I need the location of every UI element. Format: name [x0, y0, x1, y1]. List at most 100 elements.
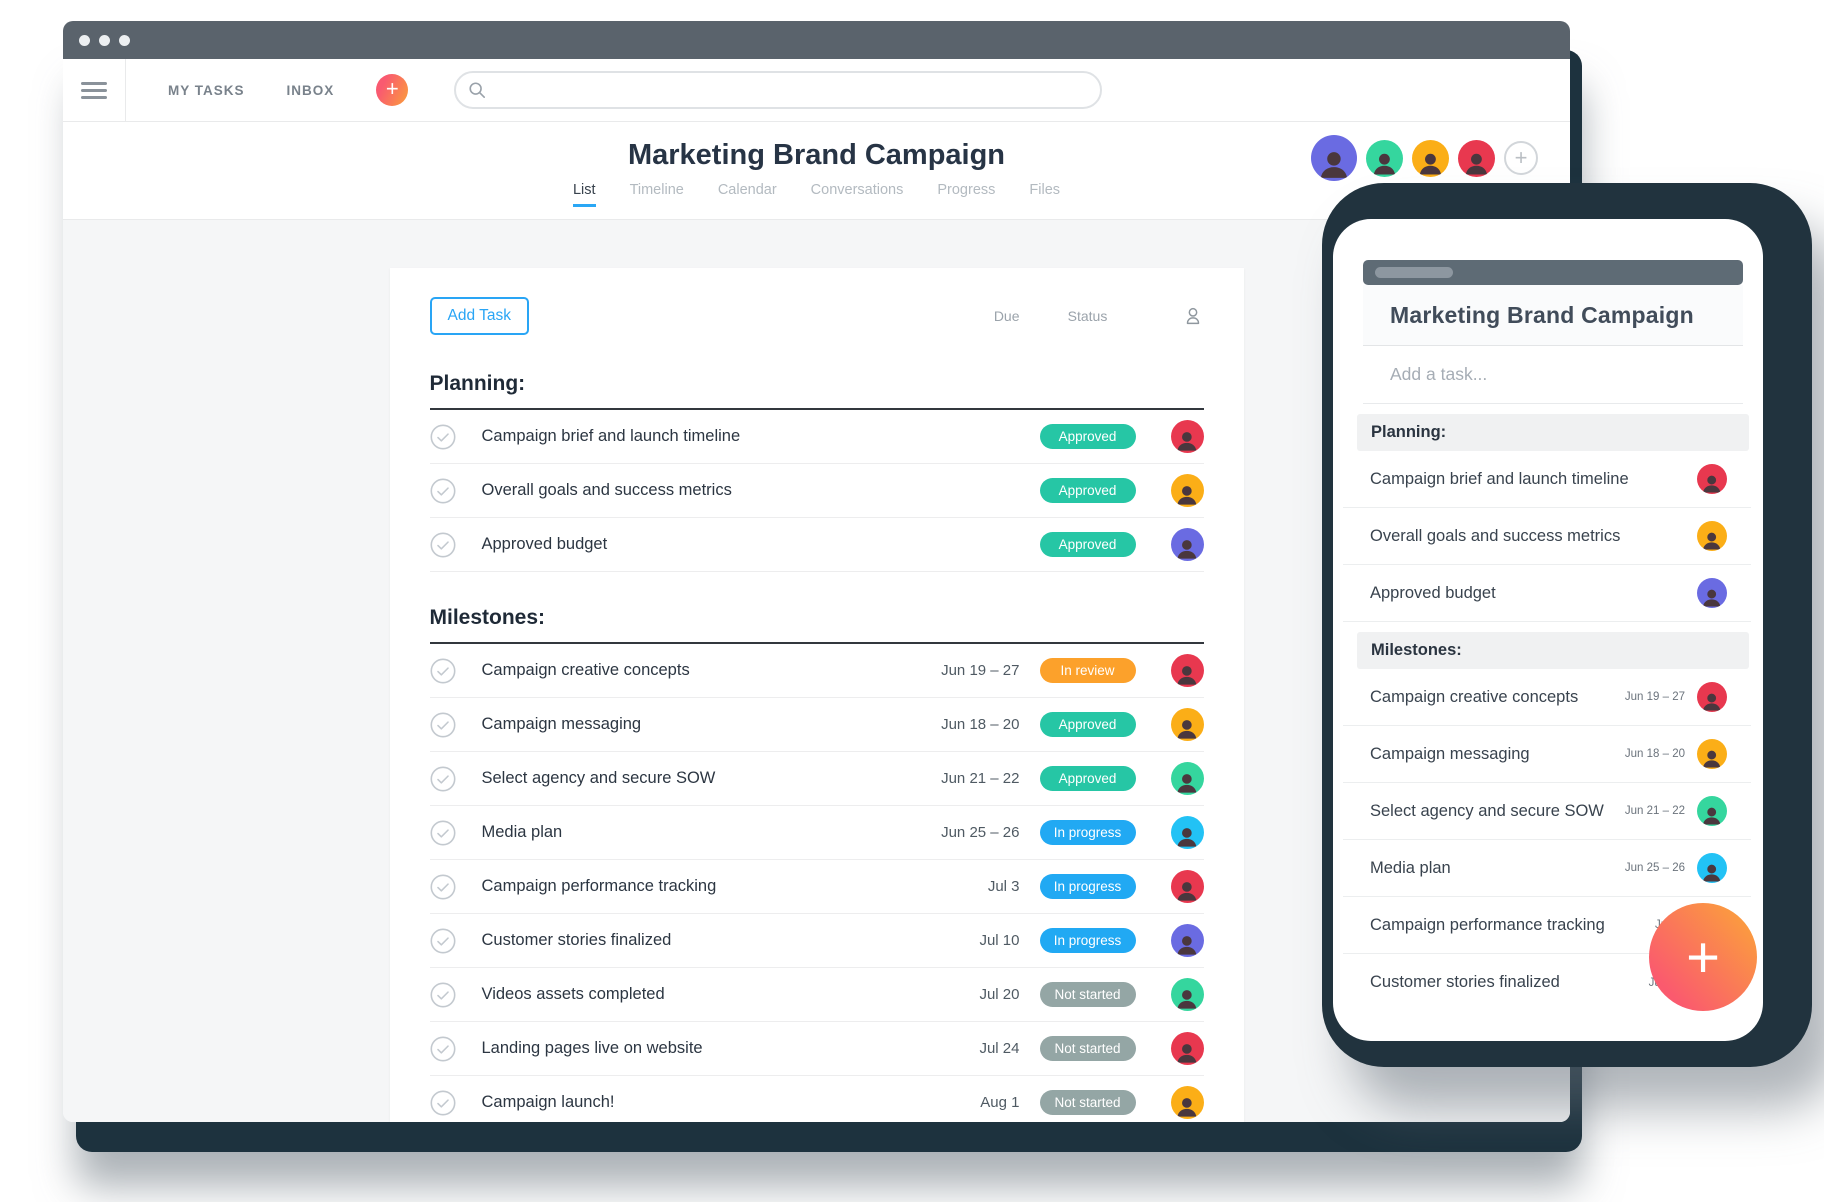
member-avatars: + — [1311, 135, 1538, 181]
check-circle-icon[interactable] — [430, 532, 456, 558]
task-title[interactable]: Media plan — [1370, 858, 1451, 877]
check-circle-icon[interactable] — [430, 1036, 456, 1062]
tab-calendar[interactable]: Calendar — [717, 182, 777, 198]
window-zoom-icon[interactable] — [119, 34, 130, 46]
tab-timeline[interactable]: Timeline — [629, 182, 684, 198]
check-circle-icon[interactable] — [430, 766, 456, 792]
phone-statusbar-pill — [1375, 267, 1453, 278]
task-due: Jul 10 — [979, 932, 1020, 949]
task-due: Jun 25 – 26 — [1624, 862, 1685, 874]
task-title[interactable]: Customer stories finalized — [481, 931, 672, 949]
window-close-icon[interactable] — [79, 34, 90, 46]
task-title[interactable]: Select agency and secure SOW — [1370, 801, 1604, 820]
avatar[interactable] — [1311, 135, 1357, 181]
task-title[interactable]: Landing pages live on website — [481, 1039, 703, 1057]
tab-files[interactable]: Files — [1029, 182, 1061, 198]
status-badge[interactable]: Approved — [1039, 766, 1136, 791]
check-circle-icon[interactable] — [430, 820, 456, 846]
status-badge[interactable]: Not started — [1039, 1090, 1136, 1115]
add-member-button[interactable]: + — [1504, 141, 1538, 175]
phone-add-task-fab[interactable]: + — [1649, 903, 1757, 1011]
status-badge[interactable]: Not started — [1039, 982, 1136, 1007]
task-row[interactable]: Approved budget Approved — [429, 518, 1204, 572]
task-title[interactable]: Approved budget — [481, 535, 608, 553]
check-circle-icon[interactable] — [430, 1090, 456, 1116]
phone-task-row[interactable]: Campaign creative concepts Jun 19 – 27 — [1343, 669, 1751, 726]
avatar — [1170, 528, 1204, 561]
check-circle-icon[interactable] — [430, 982, 456, 1008]
task-row[interactable]: Campaign launch! Aug 1 Not started — [429, 1076, 1204, 1122]
phone-task-row[interactable]: Campaign brief and launch timeline — [1343, 451, 1751, 508]
phone-section-milestones: Milestones: — [1357, 632, 1749, 669]
task-row[interactable]: Media plan Jun 25 – 26 In progress — [429, 806, 1204, 860]
hamburger-menu-icon[interactable] — [81, 78, 107, 103]
task-row[interactable]: Campaign creative concepts Jun 19 – 27 I… — [429, 644, 1204, 698]
task-title[interactable]: Overall goals and success metrics — [481, 481, 732, 499]
tab-progress[interactable]: Progress — [937, 182, 996, 198]
task-title[interactable]: Campaign launch! — [481, 1093, 615, 1111]
status-badge[interactable]: In progress — [1039, 820, 1136, 845]
task-title[interactable]: Customer stories finalized — [1370, 973, 1560, 991]
avatar — [1697, 682, 1727, 712]
phone-add-task-input[interactable]: Add a task... — [1363, 346, 1743, 404]
phone-task-row[interactable]: Select agency and secure SOW Jun 21 – 22 — [1343, 783, 1751, 840]
task-title[interactable]: Media plan — [481, 823, 563, 841]
status-badge[interactable]: Approved — [1039, 478, 1136, 503]
task-row[interactable]: Landing pages live on website Jul 24 Not… — [429, 1022, 1204, 1076]
status-badge[interactable]: In review — [1039, 658, 1136, 683]
avatar — [1170, 1086, 1204, 1119]
task-row[interactable]: Campaign messaging Jun 18 – 20 Approved — [429, 698, 1204, 752]
check-circle-icon[interactable] — [430, 424, 456, 450]
status-badge[interactable]: In progress — [1039, 928, 1136, 953]
task-title[interactable]: Campaign messaging — [481, 715, 642, 733]
column-header-status[interactable]: Status — [1067, 308, 1108, 324]
task-title[interactable]: Campaign brief and launch timeline — [1370, 469, 1629, 488]
phone-task-row[interactable]: Campaign messaging Jun 18 – 20 — [1343, 726, 1751, 783]
task-title[interactable]: Select agency and secure SOW — [481, 769, 716, 787]
nav-my-tasks[interactable]: MY TASKS — [168, 82, 245, 98]
check-circle-icon[interactable] — [430, 658, 456, 684]
task-title[interactable]: Campaign messaging — [1370, 744, 1530, 763]
phone-task-row[interactable]: Approved budget — [1343, 565, 1751, 622]
check-circle-icon[interactable] — [430, 874, 456, 900]
avatar[interactable] — [1366, 139, 1403, 177]
avatar — [1697, 578, 1727, 608]
status-badge[interactable]: Approved — [1039, 712, 1136, 737]
tab-conversations[interactable]: Conversations — [810, 182, 904, 198]
status-badge[interactable]: Approved — [1039, 424, 1136, 449]
add-task-button[interactable]: Add Task — [429, 297, 529, 335]
status-badge[interactable]: Approved — [1039, 532, 1136, 557]
task-title[interactable]: Campaign creative concepts — [481, 661, 690, 679]
check-circle-icon[interactable] — [430, 712, 456, 738]
phone-statusbar — [1363, 260, 1743, 285]
task-title[interactable]: Overall goals and success metrics — [1370, 526, 1621, 545]
check-circle-icon[interactable] — [430, 478, 456, 504]
check-circle-icon[interactable] — [430, 928, 456, 954]
task-row[interactable]: Select agency and secure SOW Jun 21 – 22… — [429, 752, 1204, 806]
task-row[interactable]: Campaign performance tracking Jul 3 In p… — [429, 860, 1204, 914]
task-title[interactable]: Campaign performance tracking — [481, 877, 717, 895]
status-badge[interactable]: In progress — [1039, 874, 1136, 899]
phone-task-row[interactable]: Media plan Jun 25 – 26 — [1343, 840, 1751, 897]
search-input[interactable] — [494, 82, 1101, 98]
tab-list[interactable]: List — [572, 182, 596, 207]
nav-inbox[interactable]: INBOX — [286, 82, 335, 98]
task-title[interactable]: Campaign performance tracking — [1370, 915, 1605, 934]
task-title[interactable]: Videos assets completed — [481, 985, 665, 1003]
column-header-due[interactable]: Due — [993, 308, 1020, 324]
task-row[interactable]: Customer stories finalized Jul 10 In pro… — [429, 914, 1204, 968]
task-title[interactable]: Campaign brief and launch timeline — [481, 427, 741, 445]
task-row[interactable]: Overall goals and success metrics Approv… — [429, 464, 1204, 518]
avatar[interactable] — [1458, 139, 1495, 177]
window-minimize-icon[interactable] — [99, 34, 110, 46]
task-title[interactable]: Campaign creative concepts — [1370, 687, 1579, 706]
status-badge[interactable]: Not started — [1039, 1036, 1136, 1061]
task-row[interactable]: Campaign brief and launch timeline Appro… — [429, 410, 1204, 464]
avatar[interactable] — [1412, 139, 1449, 177]
phone-task-row[interactable]: Overall goals and success metrics — [1343, 508, 1751, 565]
search-bar[interactable] — [454, 71, 1103, 109]
assignee-column-icon[interactable] — [1152, 305, 1204, 327]
task-row[interactable]: Videos assets completed Jul 20 Not start… — [429, 968, 1204, 1022]
quick-add-button[interactable]: + — [376, 74, 409, 106]
task-title[interactable]: Approved budget — [1370, 583, 1496, 602]
